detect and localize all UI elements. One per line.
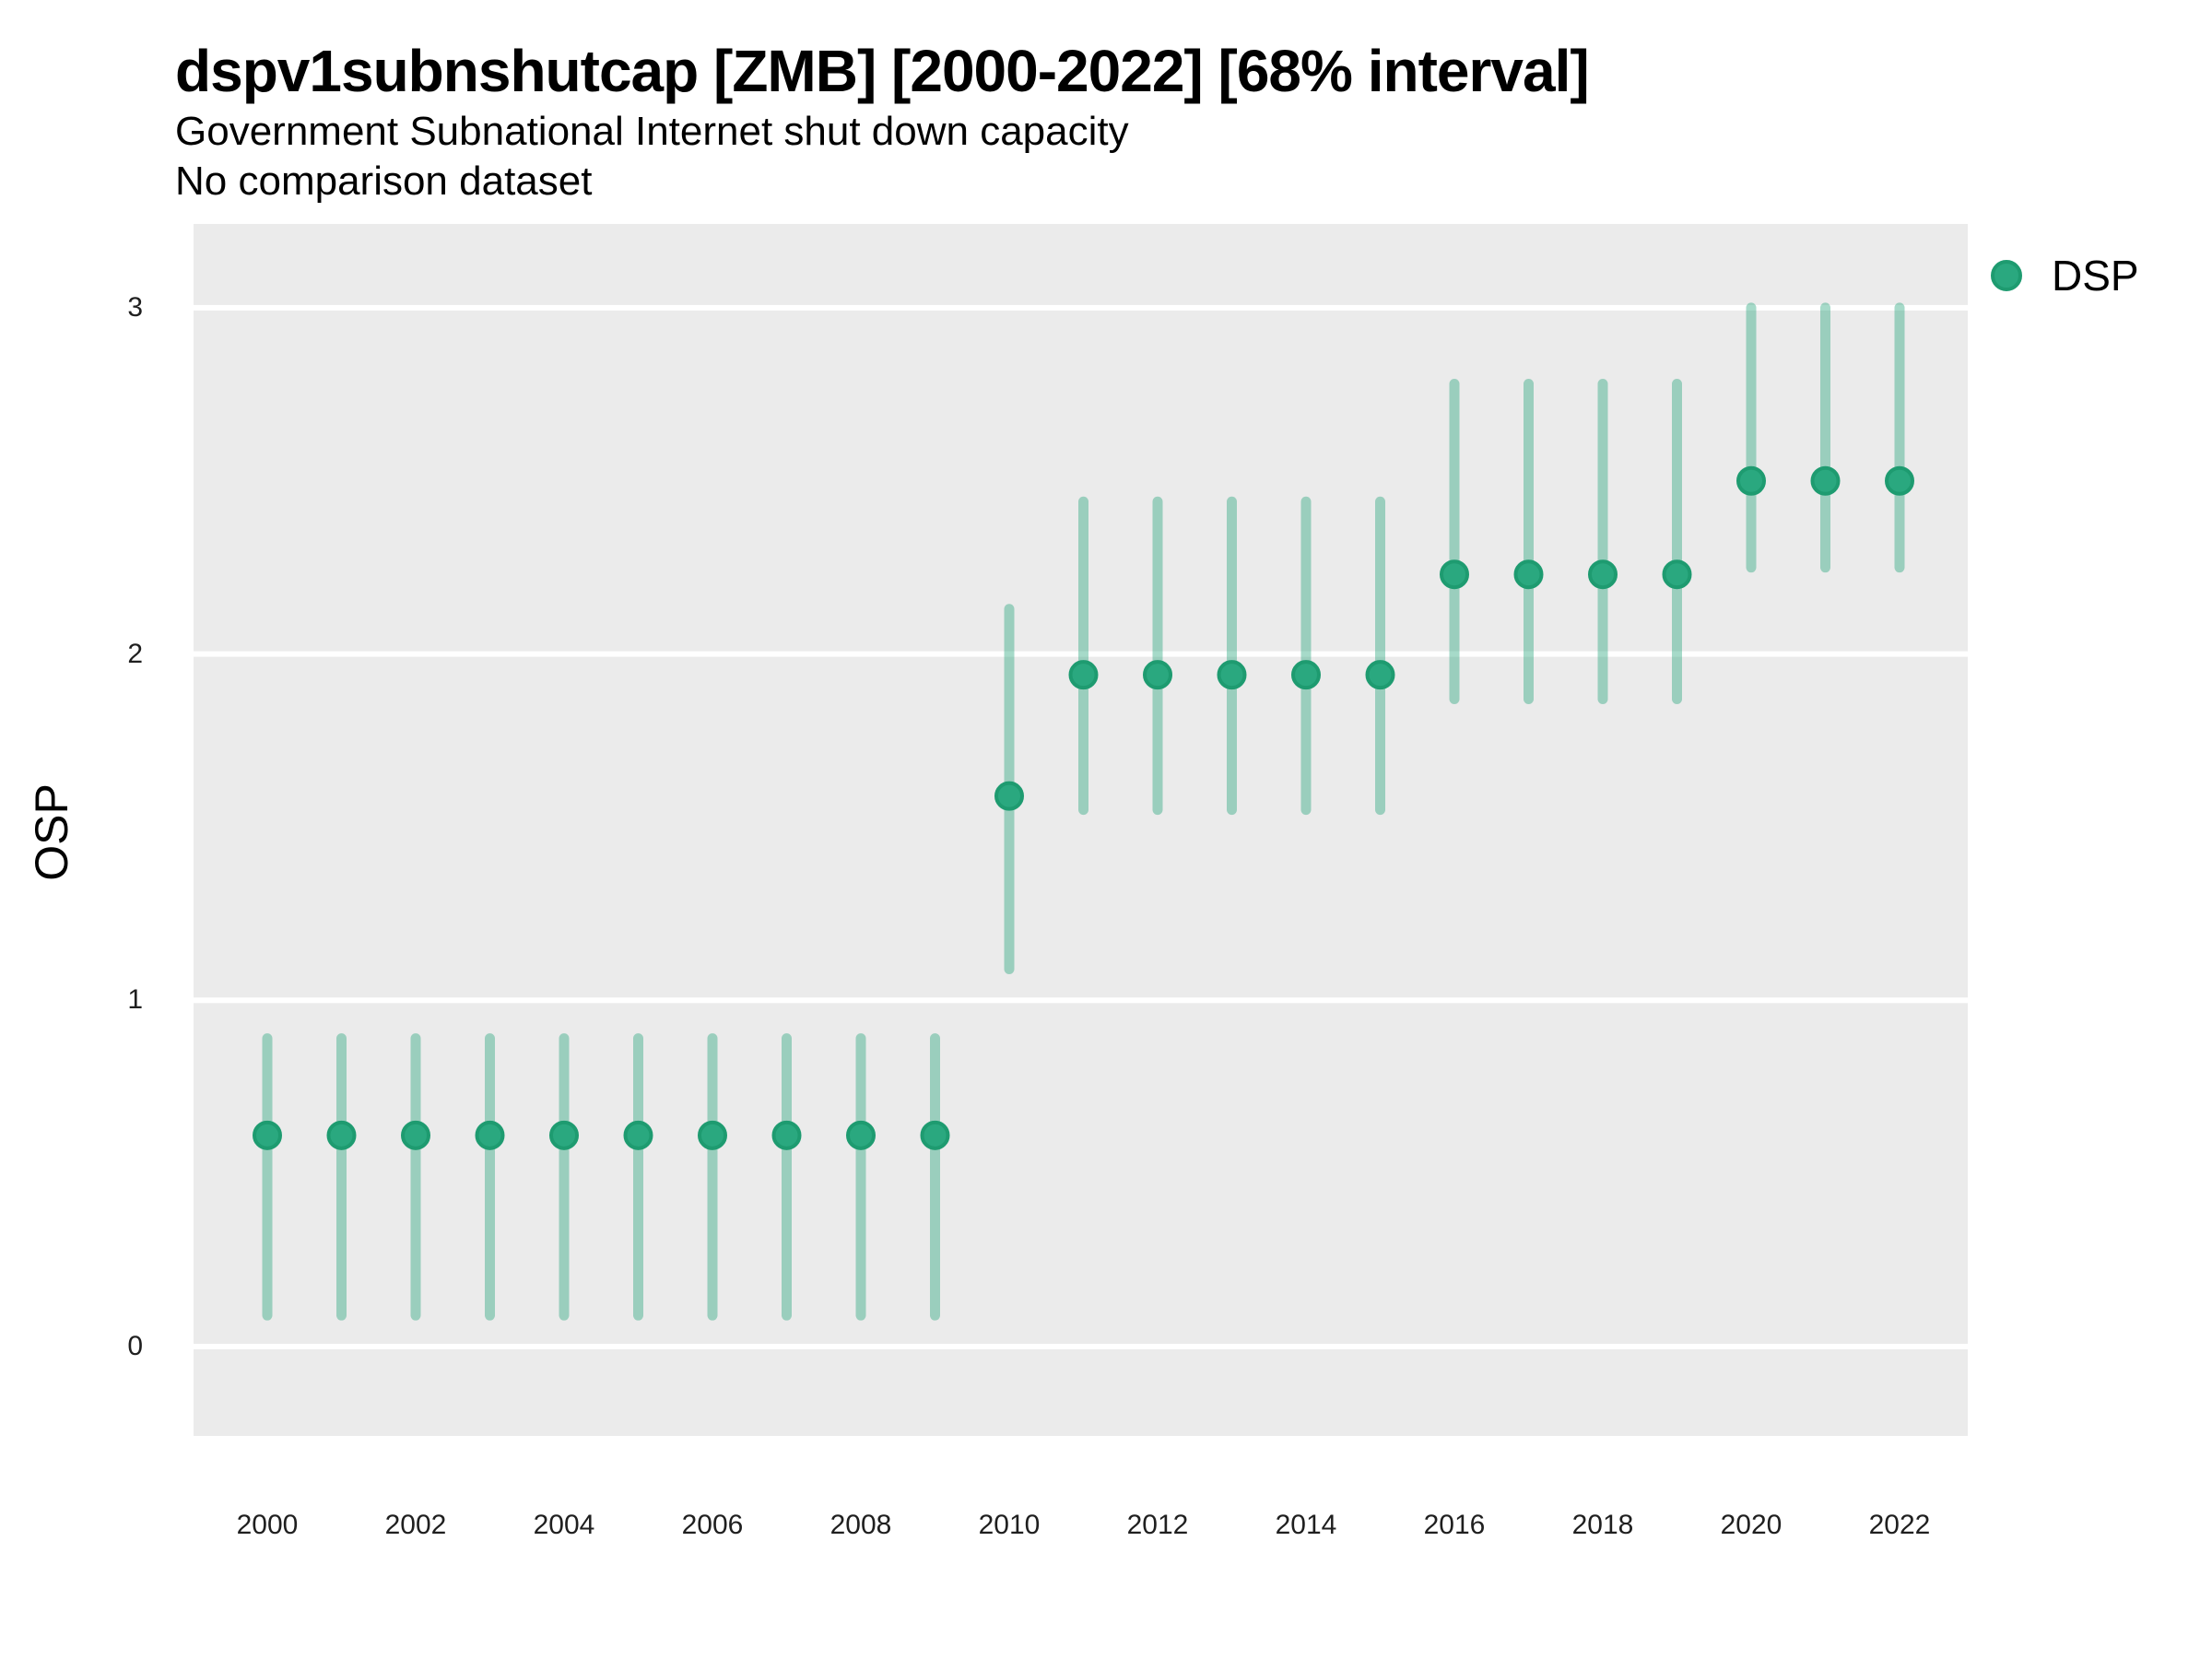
point-marker [1885,465,1914,496]
chart-subtitle: Government Subnational Internet shut dow… [175,109,1129,154]
y-tick-label: 1 [127,984,143,1016]
point-marker [846,1120,876,1150]
point-marker [771,1120,802,1150]
x-tick-label: 2020 [1720,1510,1783,1540]
x-tick-label: 2006 [681,1510,744,1540]
point-marker [253,1120,282,1150]
x-tick-label: 2018 [1571,1510,1634,1540]
x-tick-label: 2000 [236,1510,299,1540]
x-tick-label: 2002 [384,1510,447,1540]
point-marker [1143,660,1172,690]
point-marker [1588,559,1618,590]
point-marker [994,781,1024,811]
point-marker [1736,465,1766,496]
point-marker [1291,660,1321,690]
point-marker [1068,660,1099,690]
x-tick-label: 2022 [1868,1510,1931,1540]
x-tick-label: 2012 [1126,1510,1189,1540]
point-marker [623,1120,653,1150]
y-tick-label: 3 [127,291,143,323]
point-marker [549,1120,579,1150]
comparison-note: No comparison dataset [175,159,593,204]
y-tick-label: 0 [127,1331,143,1361]
point-marker [401,1120,430,1150]
x-tick-label: 2008 [830,1510,892,1540]
gridline [194,304,1968,311]
legend-dot-icon [1991,260,2022,291]
chart-title: dspv1subnshutcap [ZMB] [2000-2022] [68% … [175,38,1590,104]
plot-panel [194,224,1968,1436]
x-tick-label: 2010 [978,1510,1041,1540]
point-marker [326,1120,357,1150]
legend: DSP [1991,251,2139,300]
x-tick-label: 2016 [1423,1510,1486,1540]
point-marker [475,1120,505,1150]
point-marker [698,1120,727,1150]
point-marker [1365,660,1395,690]
point-marker [920,1120,950,1150]
point-marker [1662,559,1692,590]
point-marker [1440,559,1469,590]
point-marker [1513,559,1544,590]
gridline [194,1344,1968,1349]
x-tick-label: 2014 [1275,1510,1337,1540]
point-marker [1810,465,1841,496]
legend-label: DSP [2052,252,2139,300]
gridline [194,997,1968,1004]
gridline [194,651,1968,657]
point-marker [1217,660,1247,690]
y-axis-title: OSP [26,783,77,881]
x-tick-label: 2004 [533,1510,595,1540]
y-tick-label: 2 [127,638,143,669]
